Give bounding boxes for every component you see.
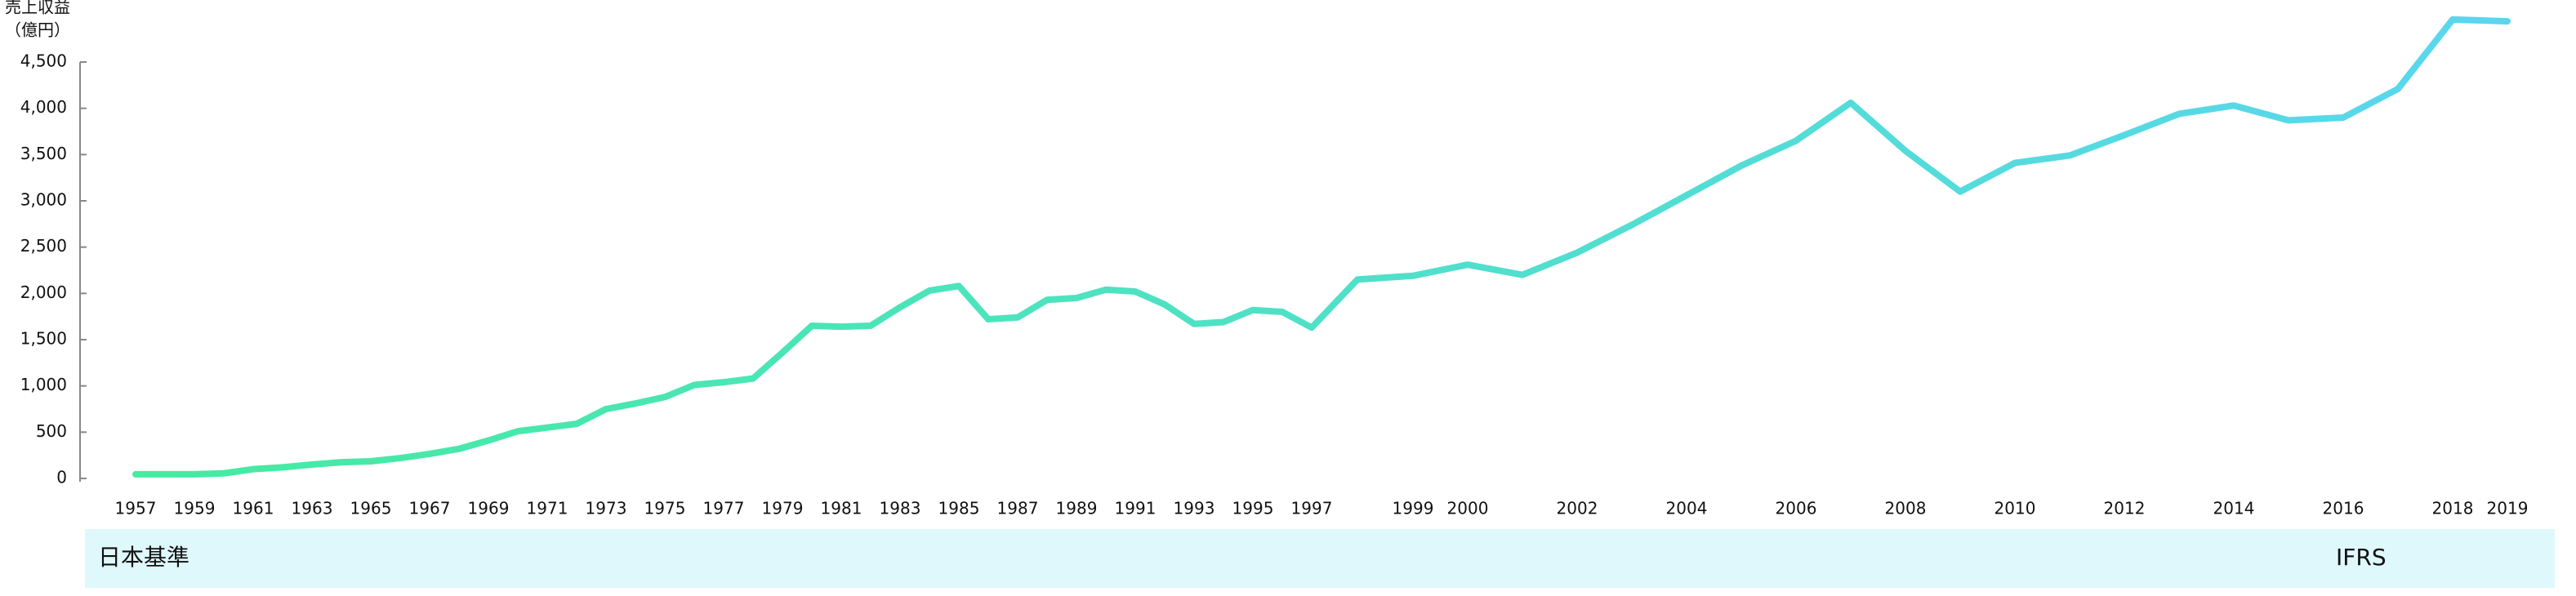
x-tick-label: 1993 [1174,499,1215,518]
x-tick-label: 2012 [2104,499,2146,518]
x-tick-label: 1971 [527,499,568,518]
revenue-line [132,16,2511,478]
y-tick-label: 500 [36,421,67,441]
x-tick-label: 1983 [880,499,921,518]
y-tick-label: 0 [56,468,67,487]
x-tick-label: 1975 [644,499,686,518]
x-tick-label: 1991 [1115,499,1157,518]
standard-band [85,529,2555,588]
y-tick-label: 1,500 [20,329,67,349]
x-tick-label: 2000 [1447,499,1489,518]
x-tick-label: 2006 [1776,499,1817,518]
x-tick-label: 1969 [468,499,510,518]
y-tick-label: 3,500 [20,144,67,163]
y-axis-title: 売上収益 [5,0,70,17]
x-tick-label: 2008 [1885,499,1927,518]
y-tick-label: 4,000 [20,97,67,117]
standard-label: 日本基準 [98,544,189,571]
x-tick-label: 2018 [2432,499,2474,518]
x-tick-label: 1979 [762,499,804,518]
y-tick-label: 1,000 [20,375,67,394]
x-tick-label: 2014 [2213,499,2255,518]
x-tick-label: 2016 [2323,499,2364,518]
y-axis-title: （億円） [5,20,70,40]
x-tick-label: 1987 [997,499,1039,518]
x-tick-label: 1957 [115,499,157,518]
x-tick-label: 2004 [1666,499,1708,518]
x-tick-label: 1981 [821,499,862,518]
y-tick-label: 4,500 [20,51,67,71]
x-tick-label: 1967 [409,499,451,518]
x-tick-label: 1963 [292,499,333,518]
x-tick-label: 2010 [1994,499,2036,518]
x-tick-label: 1997 [1291,499,1333,518]
standard-label: IFRS [2336,544,2387,571]
x-tick-label: 1977 [703,499,745,518]
y-tick-label: 2,000 [20,282,67,302]
x-tick-label: 1965 [350,499,392,518]
x-tick-label: 1995 [1232,499,1274,518]
x-tick-label: 1999 [1393,499,1434,518]
x-tick-label: 1973 [586,499,627,518]
x-tick-label: 1989 [1056,499,1098,518]
x-tick-label: 2002 [1557,499,1598,518]
y-tick-label: 3,000 [20,190,67,210]
x-tick-label: 1961 [233,499,274,518]
y-tick-label: 2,500 [20,236,67,256]
x-tick-label: 2019 [2487,499,2529,518]
x-tick-label: 1959 [174,499,216,518]
x-tick-label: 1985 [938,499,980,518]
